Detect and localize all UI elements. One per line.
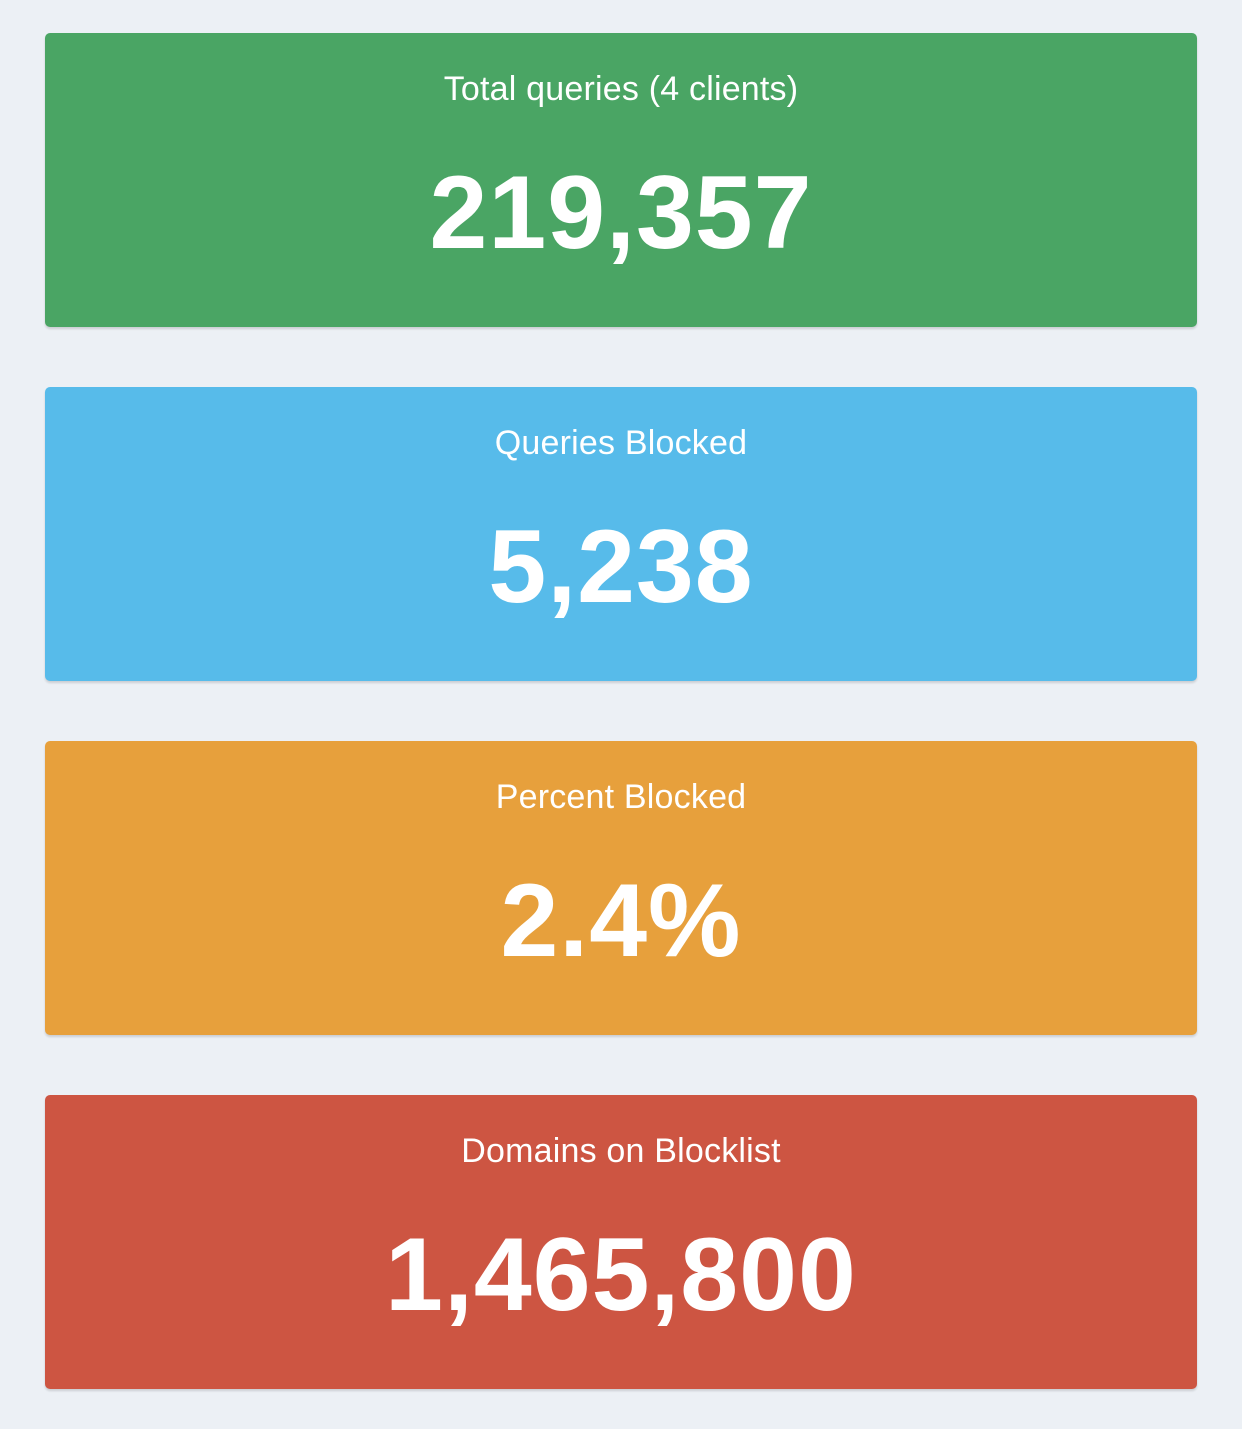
percent-blocked-label: Percent Blocked <box>495 778 747 816</box>
queries-blocked-label: Queries Blocked <box>494 424 748 462</box>
total-queries-value: 219,357 <box>429 155 813 271</box>
domains-on-blocklist-value: 1,465,800 <box>385 1217 857 1333</box>
percent-blocked-value: 2.4% <box>500 863 742 979</box>
total-queries-label: Total queries (4 clients) <box>443 70 799 108</box>
queries-blocked-value: 5,238 <box>488 509 754 625</box>
domains-on-blocklist-label: Domains on Blocklist <box>461 1132 781 1170</box>
summary-stats: Total queries (4 clients) 219,357 Querie… <box>45 33 1197 1389</box>
domains-on-blocklist-card[interactable]: Domains on Blocklist 1,465,800 <box>45 1095 1197 1389</box>
percent-blocked-card[interactable]: Percent Blocked 2.4% <box>45 741 1197 1035</box>
queries-blocked-card[interactable]: Queries Blocked 5,238 <box>45 387 1197 681</box>
total-queries-card[interactable]: Total queries (4 clients) 219,357 <box>45 33 1197 327</box>
